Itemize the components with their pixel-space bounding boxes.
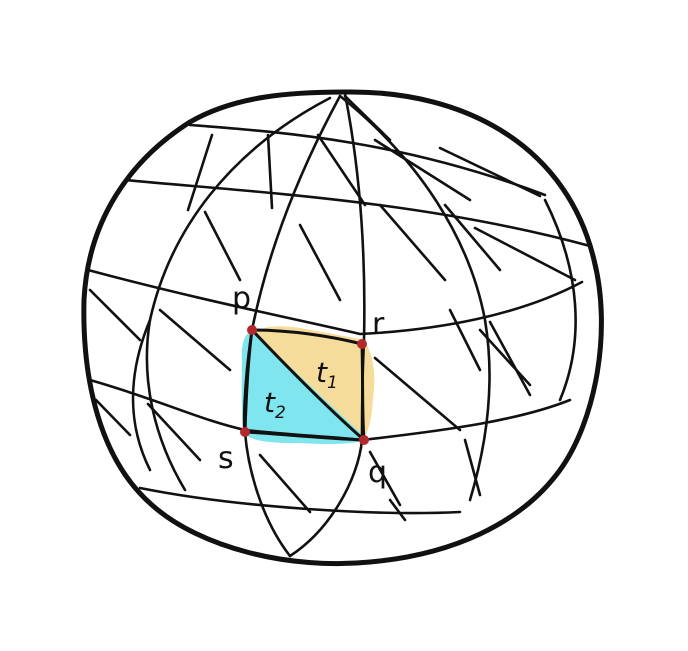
vertex-p-point — [247, 325, 257, 335]
highlighted-quad-edges — [243, 328, 366, 442]
vertex-r-point — [357, 339, 367, 349]
vertex-r-label: r — [372, 307, 385, 342]
triangle-t1-fill — [252, 326, 375, 440]
triangle-t1-base: t — [316, 356, 328, 389]
vertex-s-label: s — [218, 441, 234, 476]
sphere-outline — [81, 89, 604, 567]
triangle-t2-subscript: 2 — [275, 403, 286, 423]
diagonal-lines — [88, 94, 577, 522]
vertex-q-label: q — [368, 455, 387, 490]
latitude-lines — [86, 123, 592, 515]
meridian-lines — [131, 92, 577, 558]
triangle-t2-base: t — [264, 386, 276, 419]
vertex-s-point — [240, 427, 250, 437]
vertex-p-label: p — [232, 281, 251, 316]
triangle-t1-subscript: 1 — [327, 373, 338, 393]
triangle-t1-label: t1 — [316, 356, 338, 393]
triangle-t2-label: t2 — [264, 386, 286, 423]
vertex-q-point — [359, 435, 369, 445]
